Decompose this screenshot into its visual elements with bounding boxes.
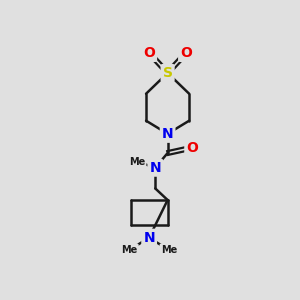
Text: Me: Me: [161, 245, 177, 255]
Text: N: N: [162, 127, 173, 141]
Text: N: N: [149, 161, 161, 175]
Text: O: O: [180, 46, 192, 60]
Text: Me: Me: [129, 157, 145, 166]
Text: O: O: [186, 141, 198, 155]
Text: S: S: [163, 66, 172, 80]
Text: Me: Me: [121, 245, 137, 255]
Text: O: O: [143, 46, 155, 60]
Text: N: N: [143, 231, 155, 245]
